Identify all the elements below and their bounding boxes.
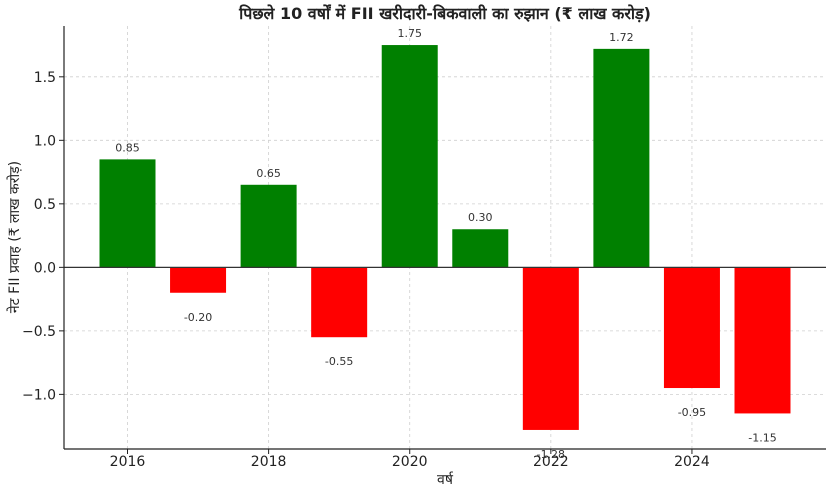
y-tick-label: 0.5 [34, 197, 56, 213]
bar [734, 267, 791, 414]
x-axis-label: वर्ष [437, 471, 454, 488]
bar [522, 267, 579, 430]
y-tick-label: 1.5 [34, 70, 56, 86]
x-tick-label: 2020 [392, 454, 428, 470]
bar-data-label: -1.28 [537, 448, 565, 461]
bar [452, 229, 509, 268]
bar-data-label: -1.15 [748, 431, 776, 444]
y-tick-label: 1.0 [34, 133, 56, 149]
y-ticks: −1.0 −0.5 0.0 0.5 1.0 1.5 [22, 70, 64, 403]
bar-data-label: -0.20 [184, 311, 212, 324]
y-tick-label: −1.0 [22, 387, 56, 403]
bar [381, 45, 438, 268]
x-tick-label: 2016 [110, 454, 146, 470]
bar [593, 48, 650, 268]
bar [663, 267, 720, 389]
bar-data-label: -0.95 [678, 406, 706, 419]
bar-data-label: 1.72 [609, 31, 634, 44]
bar [240, 184, 297, 268]
bar [99, 159, 156, 268]
bar-data-label: 0.65 [256, 167, 281, 180]
bar [311, 267, 368, 338]
y-tick-label: −0.5 [22, 324, 56, 340]
x-tick-label: 2018 [251, 454, 287, 470]
bar-data-label: 0.30 [468, 211, 493, 224]
bar-data-label: 1.75 [397, 27, 422, 40]
axes [63, 26, 826, 450]
bar-data-label: -0.55 [325, 355, 353, 368]
x-tick-label: 2024 [674, 454, 710, 470]
x-ticks: 2016 2018 2020 2022 2024 [110, 449, 710, 470]
bar-data-label: 0.85 [115, 141, 140, 154]
x-tick-label: 2022 [533, 454, 569, 470]
y-axis-label: नेट FII प्रवाह (₹ लाख करोड़) [6, 161, 23, 313]
bars [64, 45, 826, 430]
chart-title: पिछले 10 वर्षों में FII खरीदारी-बिकवाली … [238, 4, 651, 23]
y-tick-label: 0.0 [34, 260, 56, 276]
data-labels: 0.85 -0.20 0.65 -0.55 1.75 0.30 -1.28 1.72 -0.95… [115, 27, 776, 461]
bar [170, 267, 227, 293]
